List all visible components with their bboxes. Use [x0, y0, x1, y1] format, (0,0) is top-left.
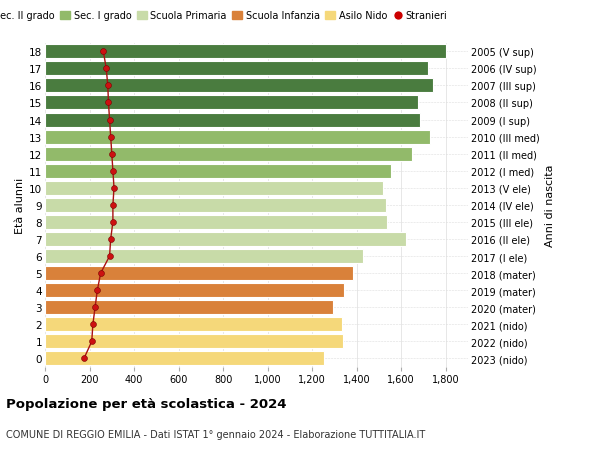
Point	[108, 168, 118, 175]
Bar	[45, 198, 386, 213]
Text: Popolazione per età scolastica - 2024: Popolazione per età scolastica - 2024	[6, 397, 287, 410]
Point	[98, 49, 108, 56]
Y-axis label: Anni di nascita: Anni di nascita	[545, 164, 555, 246]
Point	[90, 304, 100, 311]
Legend: Sec. II grado, Sec. I grado, Scuola Primaria, Scuola Infanzia, Asilo Nido, Stran: Sec. II grado, Sec. I grado, Scuola Prim…	[0, 11, 448, 21]
Bar	[45, 284, 344, 297]
Bar	[45, 130, 430, 144]
Y-axis label: Età alunni: Età alunni	[15, 177, 25, 234]
Bar	[45, 267, 353, 280]
Bar	[45, 232, 406, 246]
Bar	[45, 147, 412, 161]
Bar	[45, 215, 387, 230]
Bar	[45, 45, 446, 59]
Point	[103, 83, 113, 90]
Text: COMUNE DI REGGIO EMILIA - Dati ISTAT 1° gennaio 2024 - Elaborazione TUTTITALIA.I: COMUNE DI REGGIO EMILIA - Dati ISTAT 1° …	[6, 429, 425, 439]
Point	[105, 253, 115, 260]
Bar	[45, 335, 343, 349]
Point	[101, 66, 111, 73]
Point	[92, 287, 102, 294]
Point	[106, 134, 115, 141]
Point	[96, 270, 106, 277]
Point	[88, 321, 98, 328]
Bar	[45, 79, 433, 93]
Point	[104, 100, 113, 107]
Point	[108, 219, 118, 226]
Point	[108, 202, 118, 209]
Bar	[45, 250, 364, 263]
Point	[87, 338, 97, 345]
Bar	[45, 352, 325, 366]
Bar	[45, 62, 428, 76]
Bar	[45, 96, 418, 110]
Bar	[45, 113, 420, 127]
Bar	[45, 181, 383, 196]
Point	[107, 151, 116, 158]
Point	[79, 355, 89, 362]
Point	[105, 117, 115, 124]
Bar	[45, 318, 342, 331]
Bar	[45, 301, 334, 314]
Point	[106, 236, 115, 243]
Point	[109, 185, 119, 192]
Bar	[45, 164, 391, 179]
